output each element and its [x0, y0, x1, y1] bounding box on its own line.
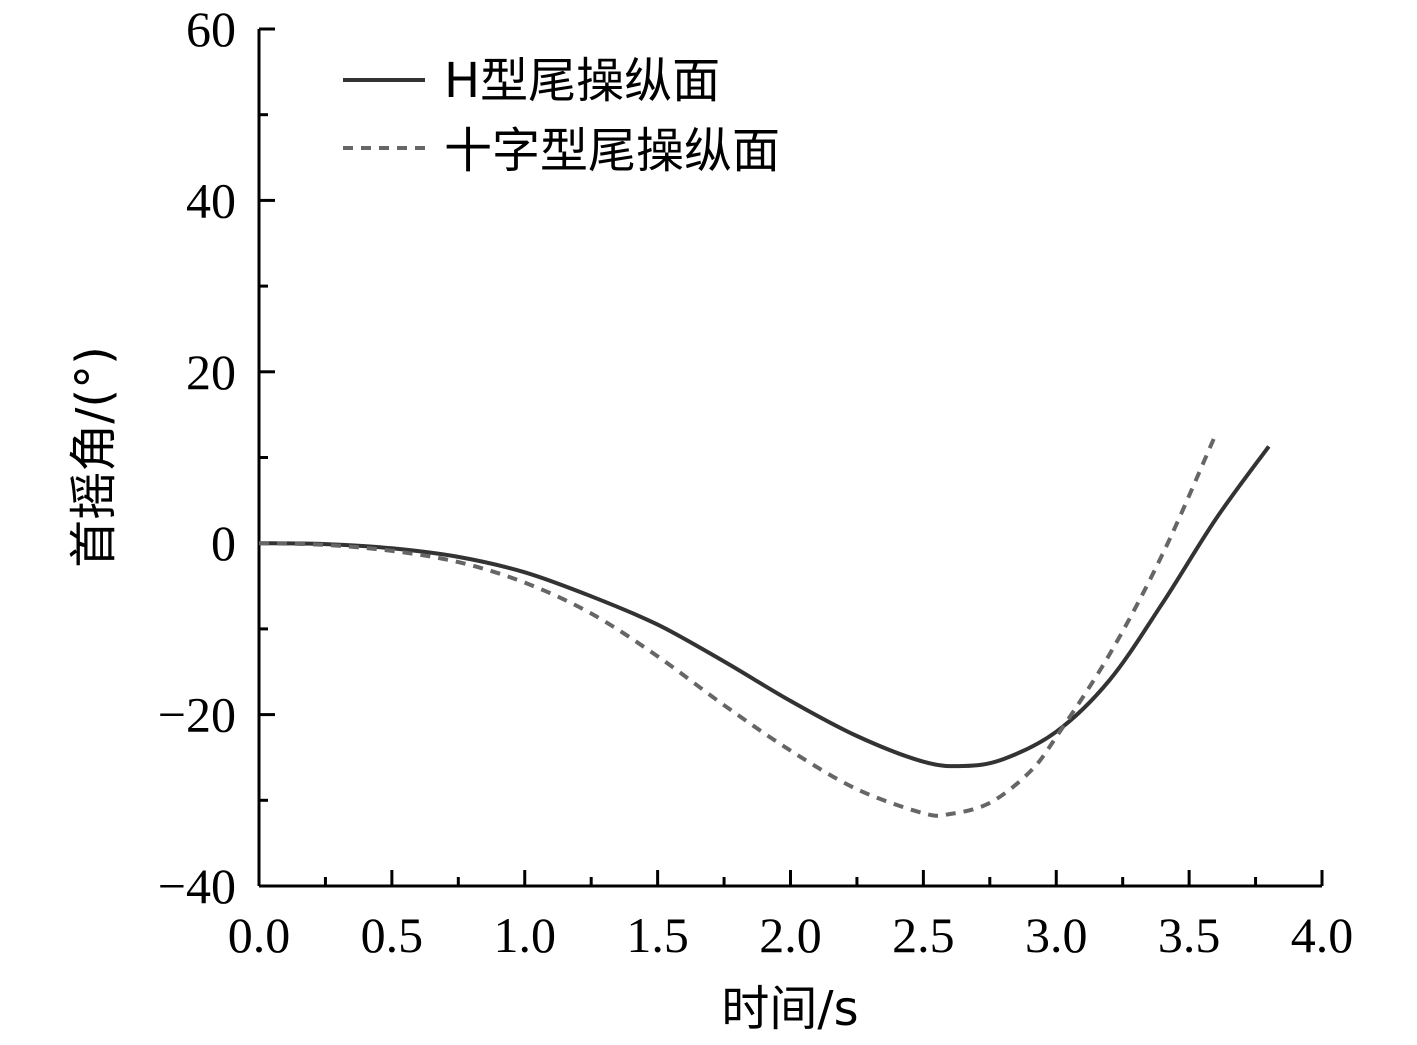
- series: [258, 433, 1271, 818]
- y-tick-label: −20: [158, 687, 236, 743]
- series-line-h-tail: [258, 445, 1271, 769]
- legend-label-h-tail: H型尾操纵面: [444, 53, 720, 109]
- x-tick-label: 3.0: [1025, 907, 1088, 963]
- x-tick-label: 1.0: [494, 907, 557, 963]
- ticks: 0.0 0.5 1.0 1.5 2.0 2.5 3.0 3.5 4.0 −40 −20 0 20 40 60: [158, 1, 1353, 963]
- y-tick-label: −40: [158, 858, 236, 914]
- x-axis-title: 时间/s: [721, 981, 858, 1037]
- x-tick-label: 1.5: [626, 907, 689, 963]
- series-line-cross-tail: [258, 433, 1218, 818]
- x-tick-label: 0.0: [228, 907, 291, 963]
- legend: H型尾操纵面 十字型尾操纵面: [343, 53, 780, 179]
- x-tick-label: 4.0: [1291, 907, 1354, 963]
- y-tick-label: 60: [186, 1, 236, 57]
- y-axis-title: 首摇角/(°): [66, 346, 122, 568]
- x-tick-label: 2.5: [892, 907, 955, 963]
- y-tick-label: 0: [211, 515, 236, 571]
- x-tick-label: 2.0: [759, 907, 822, 963]
- y-tick-label: 20: [186, 344, 236, 400]
- axes: [257, 29, 1322, 888]
- x-tick-label: 3.5: [1158, 907, 1221, 963]
- x-tick-label: 0.5: [361, 907, 424, 963]
- y-tick-label: 40: [186, 172, 236, 228]
- legend-label-cross-tail: 十字型尾操纵面: [444, 123, 780, 179]
